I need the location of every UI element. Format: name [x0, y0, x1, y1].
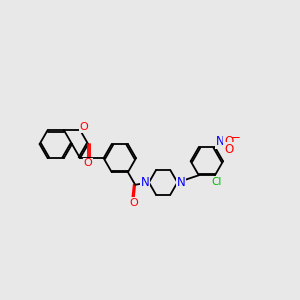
Text: −: − [231, 131, 241, 144]
Text: O: O [129, 198, 138, 208]
Text: O: O [79, 122, 88, 132]
Text: O: O [224, 135, 233, 148]
Text: O: O [224, 143, 233, 156]
Text: N: N [216, 135, 225, 148]
Text: Cl: Cl [211, 177, 222, 187]
Text: N: N [177, 176, 185, 189]
Text: O: O [84, 158, 92, 168]
Text: N: N [141, 176, 150, 189]
